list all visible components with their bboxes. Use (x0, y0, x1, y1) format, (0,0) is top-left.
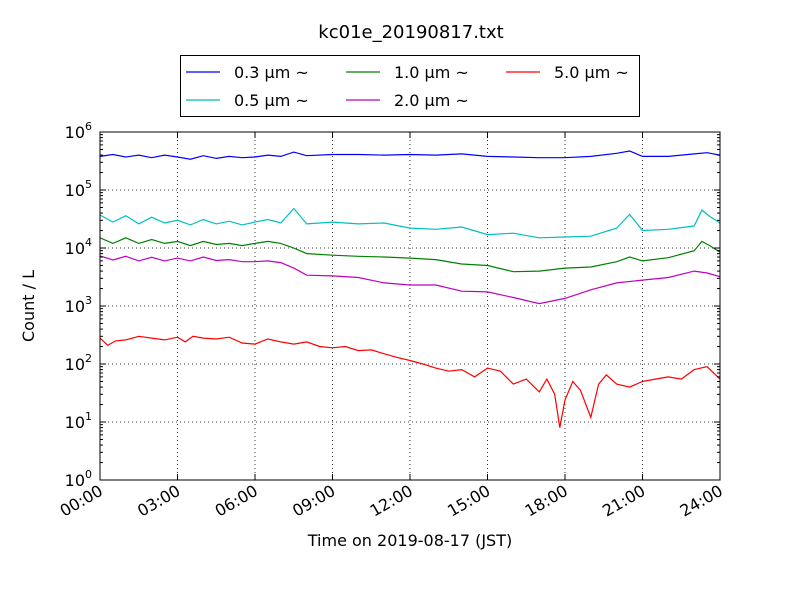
y-tick-exponent: 2 (85, 352, 92, 365)
y-tick-base: 10 (65, 471, 85, 490)
legend: 0.3 μm ~ 0.5 μm ~ 1.0 μm ~ 2.0 μm ~ 5.0 μm ~ (180, 55, 640, 117)
y-tick-exponent: 1 (85, 410, 92, 423)
x-tick-label: 12:00 (367, 481, 416, 521)
y-tick-label: 103 (65, 294, 92, 316)
y-tick-base: 10 (65, 239, 85, 258)
x-tick-label: 24:00 (677, 481, 726, 521)
chart-title: kc01e_20190817.txt (318, 22, 503, 43)
x-tick-label: 06:00 (212, 481, 261, 521)
legend-label: 0.5 μm ~ (234, 91, 309, 110)
ticks (99, 131, 721, 481)
y-tick-base: 10 (65, 355, 85, 374)
x-tick-label: 03:00 (134, 481, 183, 521)
y-axis-label: Count / L (19, 270, 38, 342)
y-tick-label: 105 (65, 178, 92, 200)
legend-label: 5.0 μm ~ (554, 63, 629, 82)
y-tick-exponent: 3 (85, 294, 92, 307)
series-line (99, 335, 721, 428)
series-line (99, 150, 721, 160)
x-tick-label: 21:00 (599, 481, 648, 521)
y-tick-exponent: 4 (85, 236, 92, 249)
y-tick-exponent: 5 (85, 178, 92, 191)
y-tick-label: 102 (65, 352, 92, 374)
x-tick-labels: 00:00 03:00 06:00 09:00 12:00 15:00 18:00 21:00… (57, 481, 726, 521)
x-tick-label: 15:00 (444, 481, 493, 521)
y-tick-label: 100 (65, 468, 92, 490)
legend-box (180, 55, 640, 117)
y-tick-exponent: 6 (85, 120, 92, 133)
series-lines (99, 150, 721, 428)
series-line (99, 255, 721, 305)
y-tick-base: 10 (65, 181, 85, 200)
series-line (99, 207, 721, 239)
y-tick-label: 101 (65, 410, 92, 432)
y-tick-label: 104 (65, 236, 92, 258)
y-tick-label: 106 (65, 120, 92, 142)
legend-label: 1.0 μm ~ (394, 63, 469, 82)
series-line (99, 237, 721, 273)
y-tick-base: 10 (65, 297, 85, 316)
x-tick-label: 18:00 (522, 481, 571, 521)
y-tick-base: 10 (65, 123, 85, 142)
legend-label: 2.0 μm ~ (394, 91, 469, 110)
grid (99, 131, 721, 481)
legend-label: 0.3 μm ~ (234, 63, 309, 82)
y-tick-exponent: 0 (85, 468, 92, 481)
x-axis-label: Time on 2019-08-17 (JST) (307, 531, 512, 550)
x-tick-label: 09:00 (289, 481, 338, 521)
y-tick-base: 10 (65, 413, 85, 432)
